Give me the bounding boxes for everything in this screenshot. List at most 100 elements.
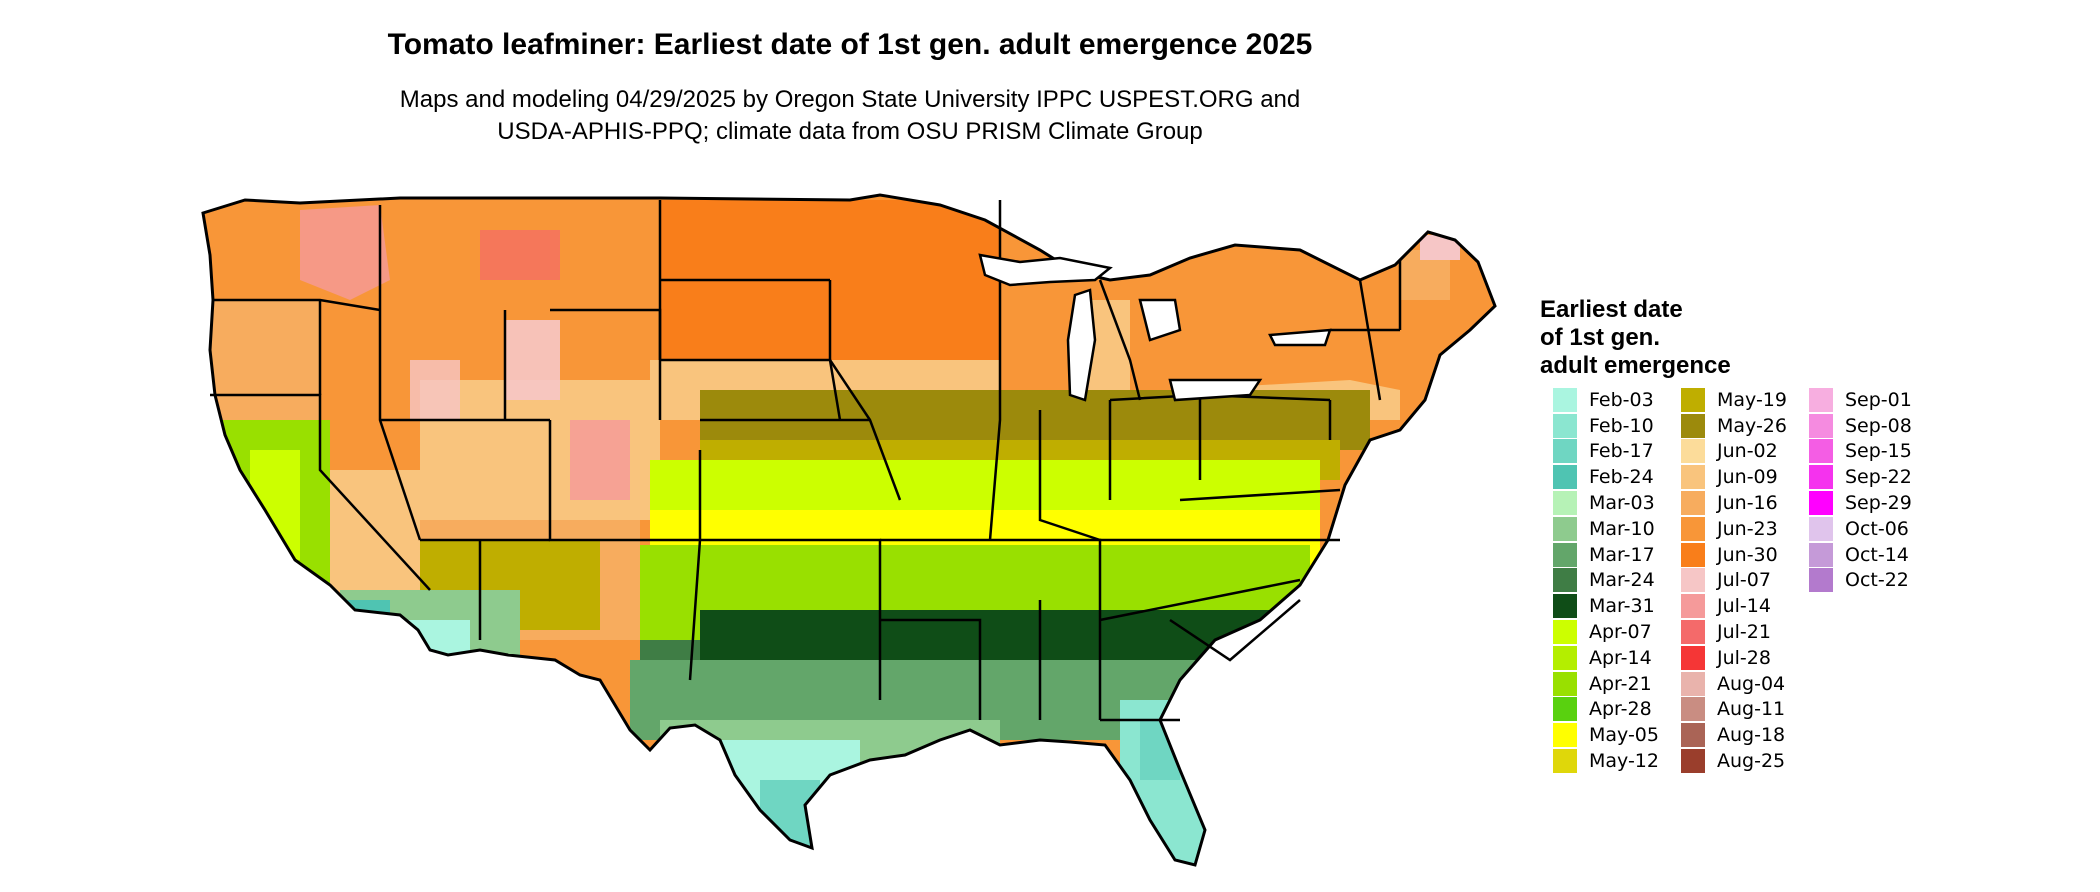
legend-swatch (1553, 439, 1577, 464)
legend-label: Apr-07 (1589, 621, 1652, 644)
legend-swatch (1681, 620, 1705, 645)
legend-item: Aug-11 (1681, 697, 1787, 723)
legend-label: Sep-08 (1845, 414, 1912, 437)
map-subtitle-line-1: Maps and modeling 04/29/2025 by Oregon S… (399, 86, 1301, 113)
legend-label: Feb-10 (1589, 414, 1654, 437)
legend-item: May-12 (1553, 748, 1659, 774)
legend-label: Jun-30 (1717, 543, 1778, 566)
legend-label: Jul-14 (1717, 595, 1771, 618)
legend-label: Jul-07 (1717, 569, 1771, 592)
legend-item: Feb-03 (1553, 387, 1659, 413)
legend-item: Apr-07 (1553, 619, 1659, 645)
legend-label: May-19 (1717, 388, 1787, 411)
legend-item: Oct-06 (1809, 516, 1912, 542)
legend-label: Mar-24 (1589, 569, 1655, 592)
legend-label: Jun-16 (1717, 492, 1778, 515)
legend-title-line-1: Earliest date (1540, 296, 1683, 323)
legend-item: Sep-08 (1809, 413, 1912, 439)
legend-swatch (1809, 491, 1833, 516)
legend-swatch (1553, 620, 1577, 645)
legend-item: Sep-01 (1809, 387, 1912, 413)
legend-item: Mar-24 (1553, 568, 1659, 594)
legend-item: Oct-22 (1809, 568, 1912, 594)
legend-swatch (1681, 723, 1705, 748)
legend-swatch (1809, 542, 1833, 567)
legend-item: May-26 (1681, 413, 1787, 439)
legend-label: Apr-21 (1589, 672, 1652, 695)
legend-swatch (1681, 516, 1705, 541)
legend-item: May-05 (1553, 722, 1659, 748)
legend-label: Aug-04 (1717, 672, 1786, 695)
legend-swatch (1681, 542, 1705, 567)
legend-swatch (1809, 387, 1833, 412)
legend-label: Mar-31 (1589, 595, 1655, 618)
legend-swatch (1681, 697, 1705, 722)
legend-label: Sep-29 (1845, 492, 1912, 515)
legend-label: May-26 (1717, 414, 1787, 437)
legend-label: Mar-17 (1589, 543, 1655, 566)
legend-item: Jun-09 (1681, 464, 1787, 490)
legend-label: May-05 (1589, 724, 1659, 747)
legend-swatch (1553, 697, 1577, 722)
us-emergence-map (201, 193, 1497, 867)
legend-label: Feb-03 (1589, 388, 1654, 411)
legend-label: Apr-28 (1589, 698, 1652, 721)
legend-label: Jul-28 (1717, 646, 1771, 669)
legend-title-line-2: of 1st gen. (1540, 324, 1661, 351)
legend-item: Jun-02 (1681, 439, 1787, 465)
legend-item: Sep-22 (1809, 464, 1912, 490)
legend-swatch (1553, 465, 1577, 490)
legend-item: Feb-24 (1553, 464, 1659, 490)
legend-swatch (1553, 387, 1577, 412)
legend-swatch (1681, 439, 1705, 464)
legend-swatch (1681, 671, 1705, 696)
legend-title: Earliest date of 1st gen. adult emergenc… (1540, 296, 1731, 380)
legend-column-3: Sep-01 Sep-08 Sep-15 Sep-22 Sep-29 Oct-06 Oct-… (1809, 387, 1912, 593)
legend-item: May-19 (1681, 387, 1787, 413)
legend-label: Sep-01 (1845, 388, 1912, 411)
legend-item: Mar-17 (1553, 542, 1659, 568)
legend-swatch (1681, 387, 1705, 412)
legend-item: Jun-30 (1681, 542, 1787, 568)
legend-item: Mar-10 (1553, 516, 1659, 542)
legend-swatch (1681, 749, 1705, 774)
legend-swatch (1809, 568, 1833, 593)
legend-swatch (1681, 491, 1705, 516)
legend-swatch (1553, 749, 1577, 774)
legend-label: Aug-25 (1717, 750, 1786, 773)
legend-swatch (1681, 645, 1705, 670)
legend-label: May-12 (1589, 750, 1659, 773)
legend-label: Oct-14 (1845, 543, 1909, 566)
legend-swatch (1809, 439, 1833, 464)
legend-label: Jun-02 (1717, 440, 1778, 463)
legend-item: Jul-14 (1681, 593, 1787, 619)
legend-swatch (1681, 465, 1705, 490)
legend-swatch (1553, 723, 1577, 748)
legend-item: Apr-28 (1553, 697, 1659, 723)
legend-swatch (1681, 413, 1705, 438)
legend-item: Mar-03 (1553, 490, 1659, 516)
legend-item: Apr-21 (1553, 671, 1659, 697)
legend-label: Feb-24 (1589, 466, 1654, 489)
legend-item: Aug-04 (1681, 671, 1787, 697)
legend-item: Sep-15 (1809, 439, 1912, 465)
legend-swatch (1553, 568, 1577, 593)
legend-item: Apr-14 (1553, 645, 1659, 671)
legend-swatch (1553, 645, 1577, 670)
legend-item: Jul-21 (1681, 619, 1787, 645)
legend-column-2: May-19 May-26 Jun-02 Jun-09 Jun-16 Jun-23 Jun-… (1681, 387, 1787, 774)
legend-label: Oct-22 (1845, 569, 1909, 592)
legend-swatch (1553, 542, 1577, 567)
legend-item: Oct-14 (1809, 542, 1912, 568)
legend-label: Sep-15 (1845, 440, 1912, 463)
legend-item: Jul-28 (1681, 645, 1787, 671)
legend-label: Feb-17 (1589, 440, 1654, 463)
legend-swatch (1553, 594, 1577, 619)
legend-swatch (1553, 671, 1577, 696)
legend-item: Jun-23 (1681, 516, 1787, 542)
legend-title-line-3: adult emergence (1540, 352, 1731, 379)
legend-item: Aug-18 (1681, 722, 1787, 748)
map-subtitle-line-2: USDA-APHIS-PPQ; climate data from OSU PR… (497, 118, 1203, 145)
legend-swatch (1809, 465, 1833, 490)
legend-item: Feb-17 (1553, 439, 1659, 465)
